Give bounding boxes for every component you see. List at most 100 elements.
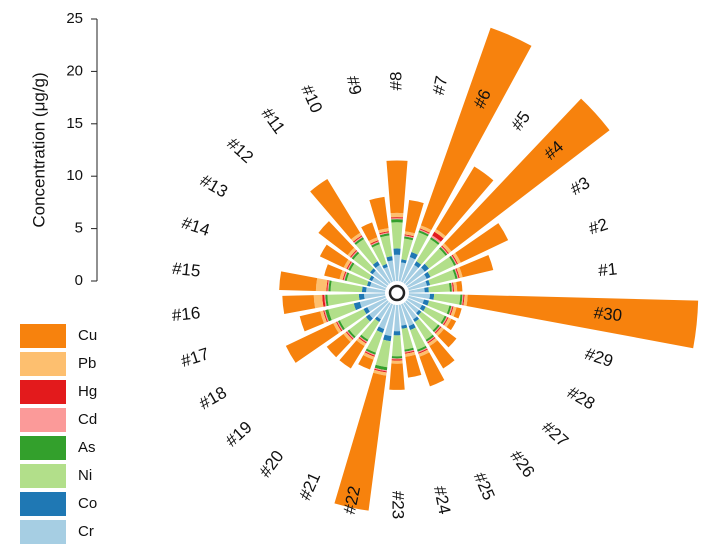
bar-segment <box>390 212 404 218</box>
category-label: #2 <box>586 215 610 239</box>
bar-segment <box>452 252 461 264</box>
bar-segment <box>361 222 378 242</box>
bar-segment <box>432 231 444 242</box>
bar-segment <box>436 166 494 237</box>
bar-segment <box>427 300 450 314</box>
bar-segment <box>363 307 370 315</box>
bar-segment <box>359 334 369 342</box>
bar-segment <box>334 372 387 511</box>
category-label: #14 <box>179 213 212 240</box>
legend-label: Cu <box>78 327 97 344</box>
bar-segment <box>365 350 376 356</box>
bar-segment <box>405 200 424 234</box>
bar-segment <box>403 264 419 284</box>
bar-segment <box>448 282 452 292</box>
bar-segment <box>424 287 429 293</box>
bar-segment <box>408 323 416 331</box>
bar-segment <box>343 259 351 269</box>
bar-segment <box>353 253 374 273</box>
bar-segment <box>418 349 430 357</box>
bar-segment <box>466 294 699 349</box>
bar-segment <box>310 179 361 240</box>
bar-segment <box>410 327 426 350</box>
bar-segment <box>434 325 441 333</box>
bar-segment <box>431 235 441 244</box>
bar-segment <box>421 263 429 272</box>
category-label: #30 <box>593 303 623 325</box>
bar-segment <box>370 240 379 245</box>
category-label: #7 <box>429 74 452 96</box>
category-label: #20 <box>256 447 288 481</box>
bar-segment <box>328 303 356 321</box>
bar-segment <box>391 218 403 220</box>
bar-segment <box>393 254 401 282</box>
bar-segment <box>428 283 450 293</box>
bar-segment <box>391 219 403 223</box>
bar-segment <box>353 236 363 244</box>
bar-segment <box>375 339 391 368</box>
bar-segment <box>323 310 328 323</box>
bar-segment <box>346 330 355 339</box>
bar-segment <box>327 293 360 306</box>
bar-segment <box>419 228 430 234</box>
category-label: #29 <box>583 344 616 371</box>
bar-segment <box>428 269 456 286</box>
bar-segment <box>390 217 404 219</box>
category-label: #13 <box>197 171 231 202</box>
bar-segment <box>419 225 432 233</box>
category-label: #5 <box>508 108 534 134</box>
bar-segment <box>424 271 431 279</box>
bar-segment <box>378 303 394 330</box>
bar-segment <box>318 221 355 256</box>
bar-segment <box>442 316 448 325</box>
bar-segment <box>391 335 403 357</box>
legend-label: As <box>78 439 96 456</box>
bar-segment <box>404 234 414 238</box>
bar-segment <box>374 364 388 371</box>
bar-segment <box>350 250 358 259</box>
bar-segment <box>424 248 446 269</box>
legend-label: Ni <box>78 467 92 484</box>
bar-segment <box>429 293 435 300</box>
y-tick-label: 0 <box>75 272 83 289</box>
category-label: #19 <box>222 418 256 451</box>
bar-segment <box>358 293 365 301</box>
bar-segment <box>370 241 380 246</box>
bar-segment <box>370 282 386 291</box>
bar-segment <box>391 358 403 360</box>
bar-segment <box>364 351 375 357</box>
bar-segment <box>336 321 344 331</box>
bar-segment <box>324 264 343 280</box>
bar-segment <box>285 323 339 363</box>
bar-segment <box>391 359 403 361</box>
bar-segment <box>416 309 422 316</box>
bar-segment <box>419 304 426 312</box>
bar-segment <box>380 235 393 258</box>
y-tick-label: 10 <box>66 167 83 184</box>
bar-segment <box>366 281 372 287</box>
category-label: #15 <box>171 259 201 281</box>
bar-segment <box>401 238 413 261</box>
bar-segment <box>435 327 444 336</box>
bar-segment <box>401 327 414 350</box>
bar-segment <box>423 306 445 323</box>
legend-swatch <box>20 492 66 516</box>
bar-segment <box>315 278 328 292</box>
legend-swatch <box>20 324 66 348</box>
bar-segment <box>383 266 394 283</box>
bar-segment <box>372 270 389 286</box>
bar-segment <box>414 318 433 340</box>
bar-segment <box>391 356 403 359</box>
bar-segment <box>366 330 383 353</box>
category-label: #12 <box>223 134 257 167</box>
bar-segment <box>371 277 388 288</box>
bar-segment <box>406 274 427 288</box>
bar-segment <box>442 243 452 254</box>
category-label: #16 <box>171 303 201 325</box>
bar-segment <box>439 247 448 256</box>
bar-segment <box>364 293 386 300</box>
bar-segment <box>427 257 455 278</box>
bar-segment <box>324 294 327 307</box>
bar-segment <box>426 336 435 343</box>
